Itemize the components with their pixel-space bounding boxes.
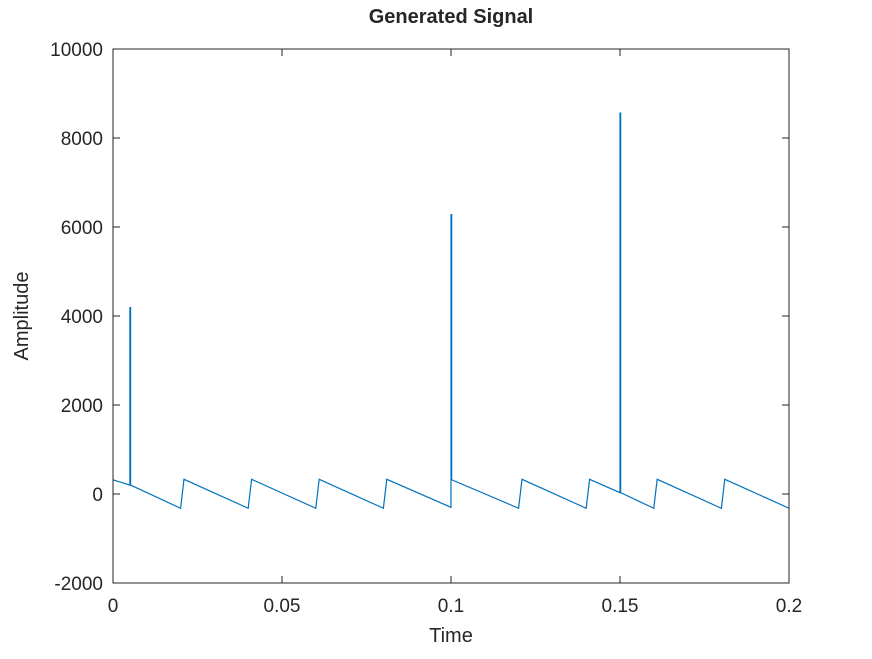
signal-line	[112, 112, 790, 510]
x-axis-label: Time	[429, 625, 473, 647]
x-tick-label: 0.1	[438, 596, 464, 617]
x-tick-label: 0	[108, 596, 119, 617]
chart-title: Generated Signal	[369, 6, 534, 28]
y-tick-label: 4000	[61, 307, 103, 328]
x-tick-label: 0.2	[776, 596, 802, 617]
y-axis-label: Amplitude	[11, 272, 33, 361]
x-tick-label: 0.15	[602, 596, 639, 617]
y-tick-label: 2000	[61, 396, 103, 417]
y-axis-ticks: -2000 0 2000 4000 6000 8000 10000	[50, 40, 789, 595]
y-tick-label: 10000	[50, 40, 103, 61]
x-axis-ticks: 0 0.05 0.1 0.15 0.2	[108, 49, 802, 617]
y-tick-label: -2000	[54, 574, 103, 595]
plot-frame	[112, 48, 790, 584]
y-tick-label: 0	[92, 485, 103, 506]
y-tick-label: 6000	[61, 218, 103, 239]
x-tick-label: 0.05	[264, 596, 301, 617]
y-tick-label: 8000	[61, 129, 103, 150]
